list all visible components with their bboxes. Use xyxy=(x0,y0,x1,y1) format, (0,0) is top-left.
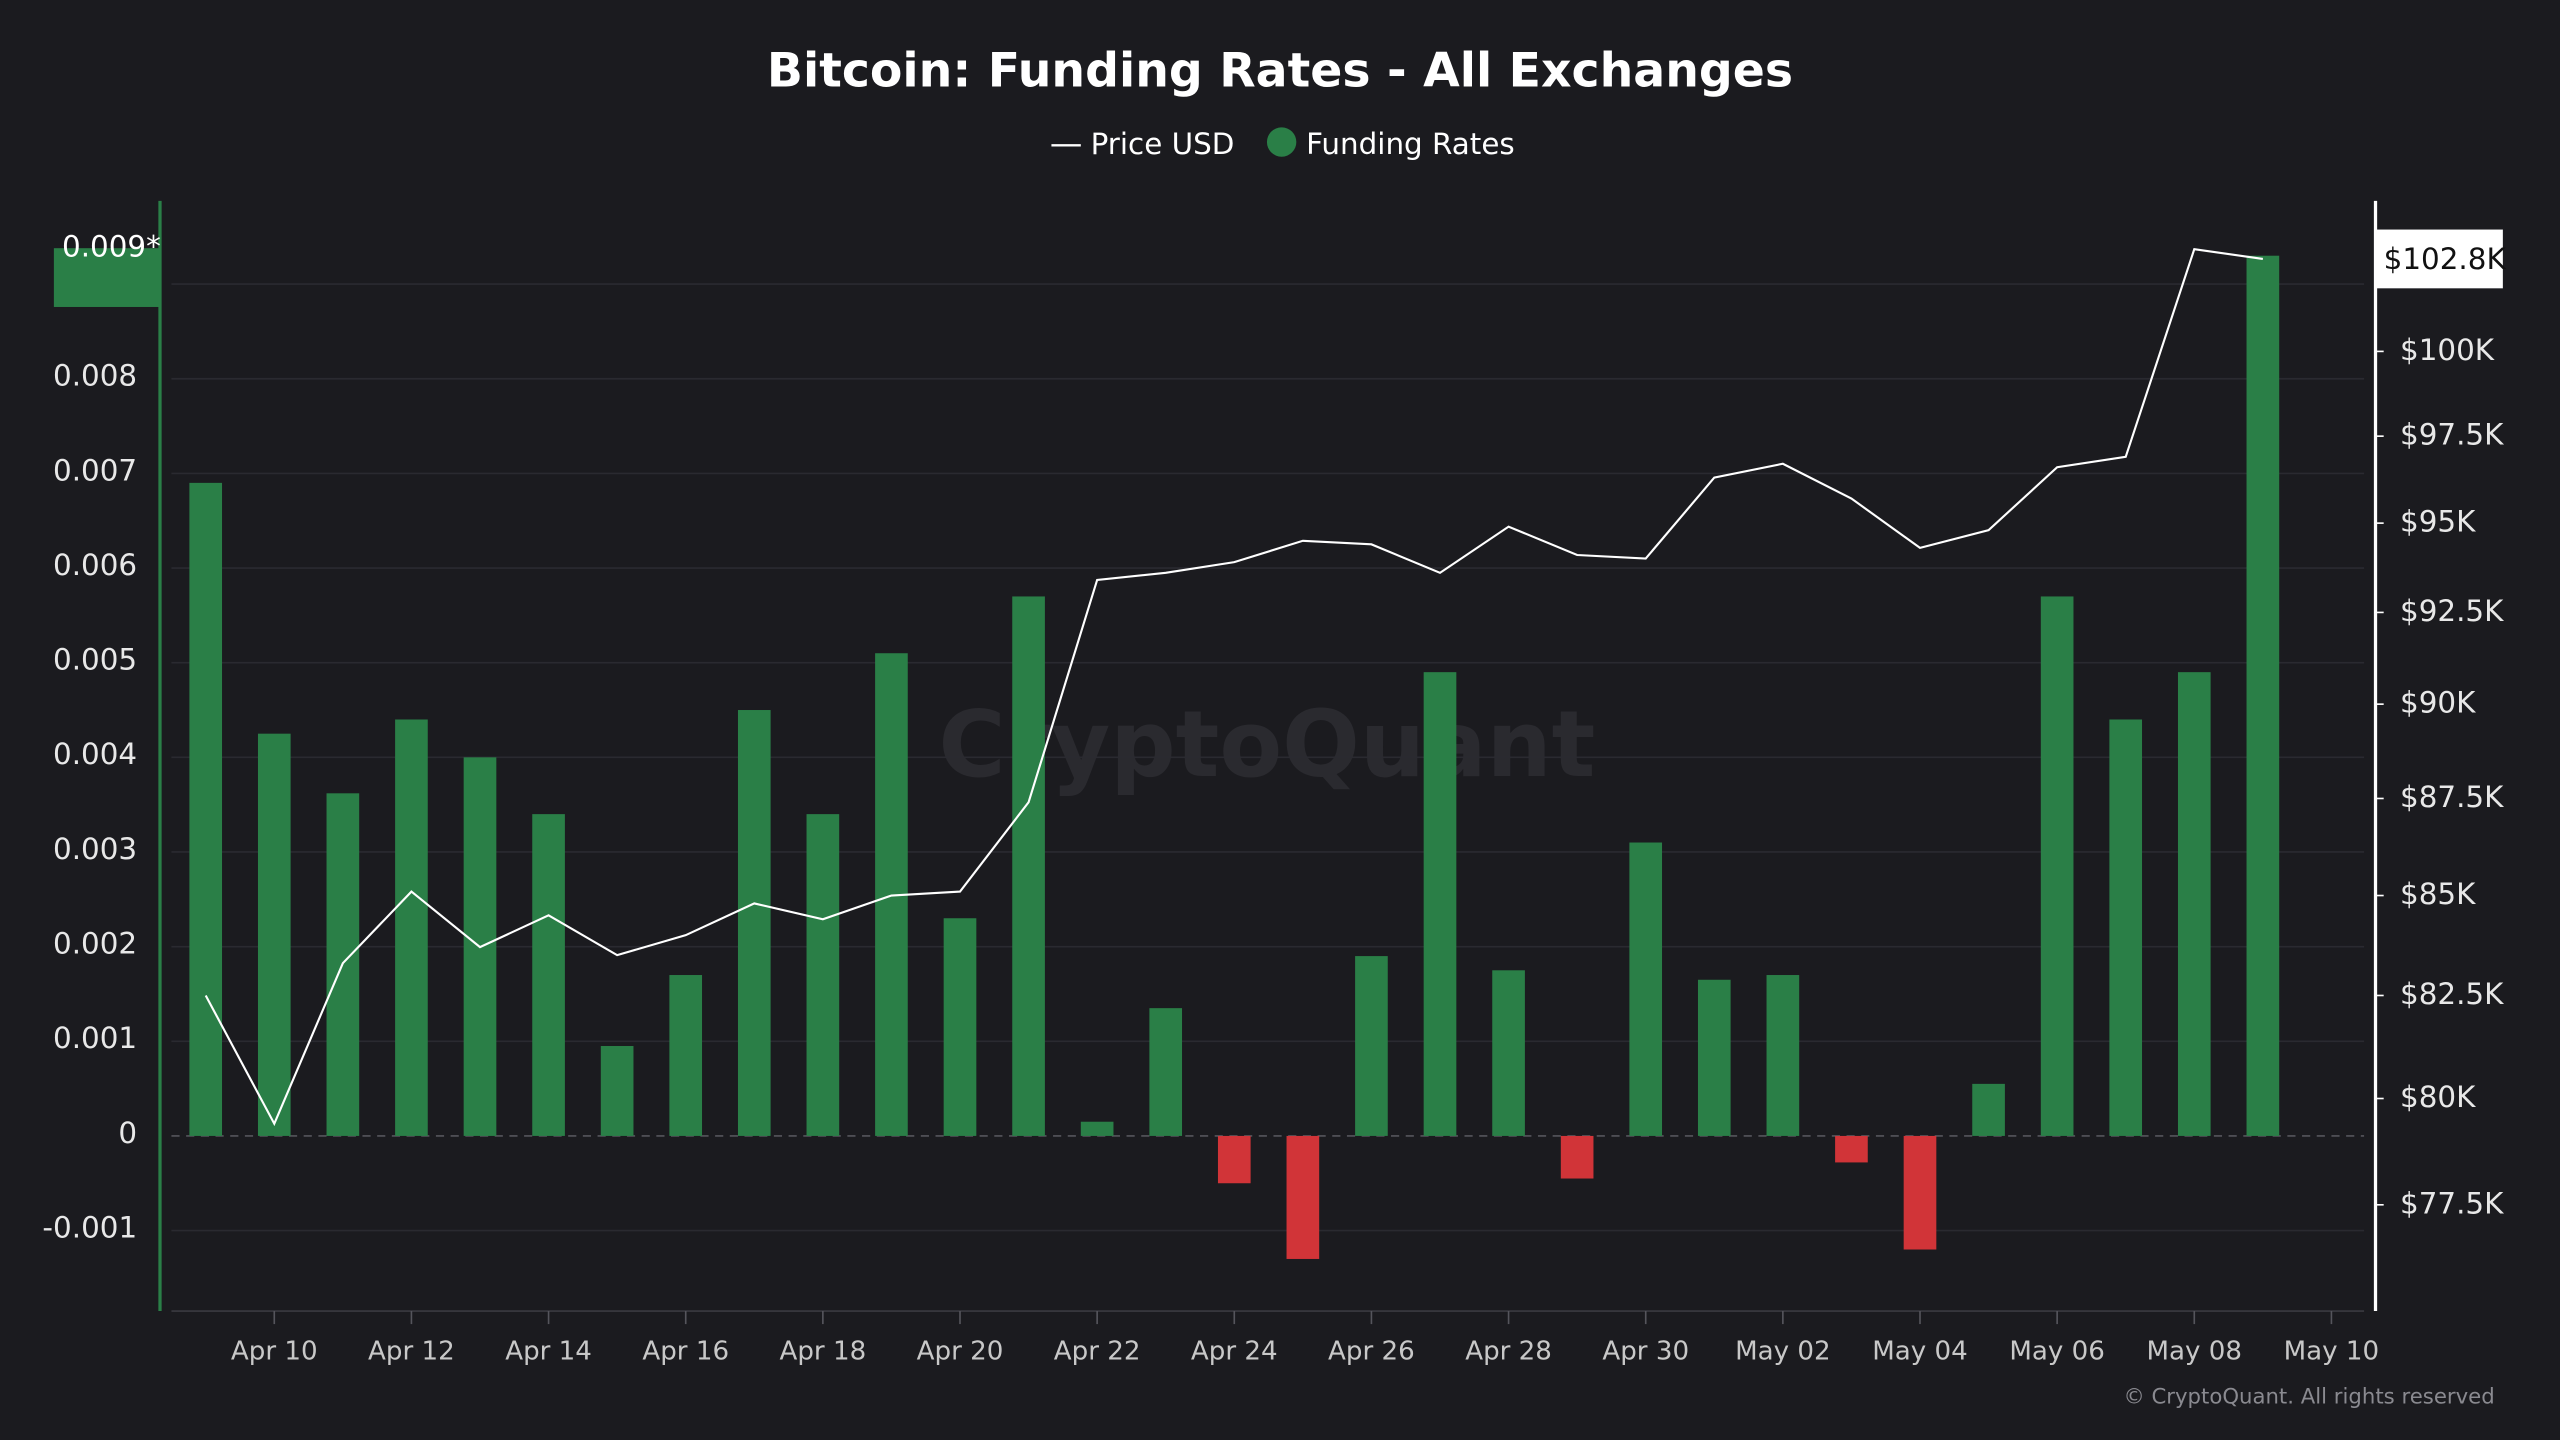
x-tick-label: Apr 20 xyxy=(917,1336,1004,1366)
y2-tick-label: $82.5K xyxy=(2400,977,2504,1011)
footer: © CryptoQuant. All rights reserved xyxy=(2124,1385,2495,1410)
bar xyxy=(1423,672,1457,1136)
bar xyxy=(1217,1135,1251,1184)
y2-tick-label: $97.5K xyxy=(2400,418,2504,452)
bar xyxy=(1835,1135,1868,1163)
bar xyxy=(943,918,977,1136)
bar xyxy=(1972,1083,2005,1136)
bar xyxy=(806,814,840,1136)
y-tick-label: 0.001 xyxy=(53,1021,137,1055)
y-tick-label: 0.006 xyxy=(53,548,137,582)
bar xyxy=(1766,975,1800,1136)
x-tick-label: Apr 10 xyxy=(231,1336,318,1366)
y-tick-label: 0.007 xyxy=(53,453,137,487)
y2-tick-label: $87.5K xyxy=(2400,780,2504,814)
y-marker-label: 0.009* xyxy=(62,230,161,264)
bar xyxy=(1355,956,1388,1136)
legend-dot-swatch xyxy=(1266,127,1297,157)
y-tick-label: 0.002 xyxy=(53,926,137,960)
legend-label: Funding Rates xyxy=(1306,127,1515,161)
x-tick-label: May 06 xyxy=(2009,1336,2105,1366)
bar xyxy=(2177,672,2211,1136)
y-marker-box xyxy=(53,248,161,307)
y-tick-label: 0.008 xyxy=(53,359,137,393)
x-tick-label: May 04 xyxy=(1872,1336,1968,1366)
x-tick-label: Apr 12 xyxy=(368,1336,455,1366)
y2-tick-label: $90K xyxy=(2400,686,2476,720)
bar xyxy=(1629,842,1663,1136)
x-tick-label: Apr 28 xyxy=(1465,1336,1552,1366)
y2-marker-box xyxy=(2375,229,2503,289)
y-tick-label: 0.003 xyxy=(53,832,137,866)
x-tick-label: Apr 26 xyxy=(1328,1336,1415,1366)
bar xyxy=(1012,596,1045,1136)
y2-tick-label: $95K xyxy=(2400,505,2476,539)
bar xyxy=(189,482,223,1136)
x-tick-label: Apr 18 xyxy=(780,1336,867,1366)
bar xyxy=(532,814,565,1136)
price-line xyxy=(204,248,2264,1127)
bar xyxy=(1149,1008,1183,1136)
y2-tick-label: $92.5K xyxy=(2400,594,2504,628)
bar xyxy=(2040,596,2074,1136)
bar xyxy=(737,710,771,1136)
y-tick-label: 0.005 xyxy=(53,643,137,677)
x-tick-label: May 10 xyxy=(2284,1336,2380,1366)
bar xyxy=(257,733,291,1136)
bar xyxy=(600,1046,634,1136)
watermark: CryptoQuant xyxy=(938,691,1595,798)
bar xyxy=(2109,719,2143,1136)
y2-tick-label: $85K xyxy=(2400,877,2476,911)
y-tick-label: 0.004 xyxy=(53,737,137,771)
x-tick-label: Apr 30 xyxy=(1602,1336,1689,1366)
chart-title: Bitcoin: Funding Rates - All Exchanges xyxy=(767,43,1793,98)
y-tick-label: 0 xyxy=(118,1116,137,1150)
y2-tick-label: $100K xyxy=(2400,333,2495,367)
x-tick-label: Apr 22 xyxy=(1054,1336,1141,1366)
bar xyxy=(2246,255,2280,1136)
x-tick-label: May 08 xyxy=(2147,1336,2243,1366)
x-tick-label: May 02 xyxy=(1735,1336,1831,1366)
x-tick-label: Apr 16 xyxy=(642,1336,729,1366)
y-tick-label: -0.001 xyxy=(42,1210,137,1244)
bar xyxy=(1080,1121,1114,1136)
y2-marker-label: $102.8K xyxy=(2384,242,2507,276)
y2-tick-label: $77.5K xyxy=(2400,1186,2504,1220)
bar xyxy=(395,719,428,1136)
x-tick-label: Apr 24 xyxy=(1191,1336,1278,1366)
bar xyxy=(1492,970,1525,1136)
legend-label: Price USD xyxy=(1091,127,1235,161)
bar xyxy=(1286,1135,1320,1259)
bar xyxy=(669,975,703,1136)
x-tick-label: Apr 14 xyxy=(505,1336,592,1366)
bar xyxy=(1903,1135,1937,1250)
bar xyxy=(1560,1135,1594,1179)
y2-tick-label: $80K xyxy=(2400,1080,2476,1114)
bar xyxy=(1697,979,1731,1136)
